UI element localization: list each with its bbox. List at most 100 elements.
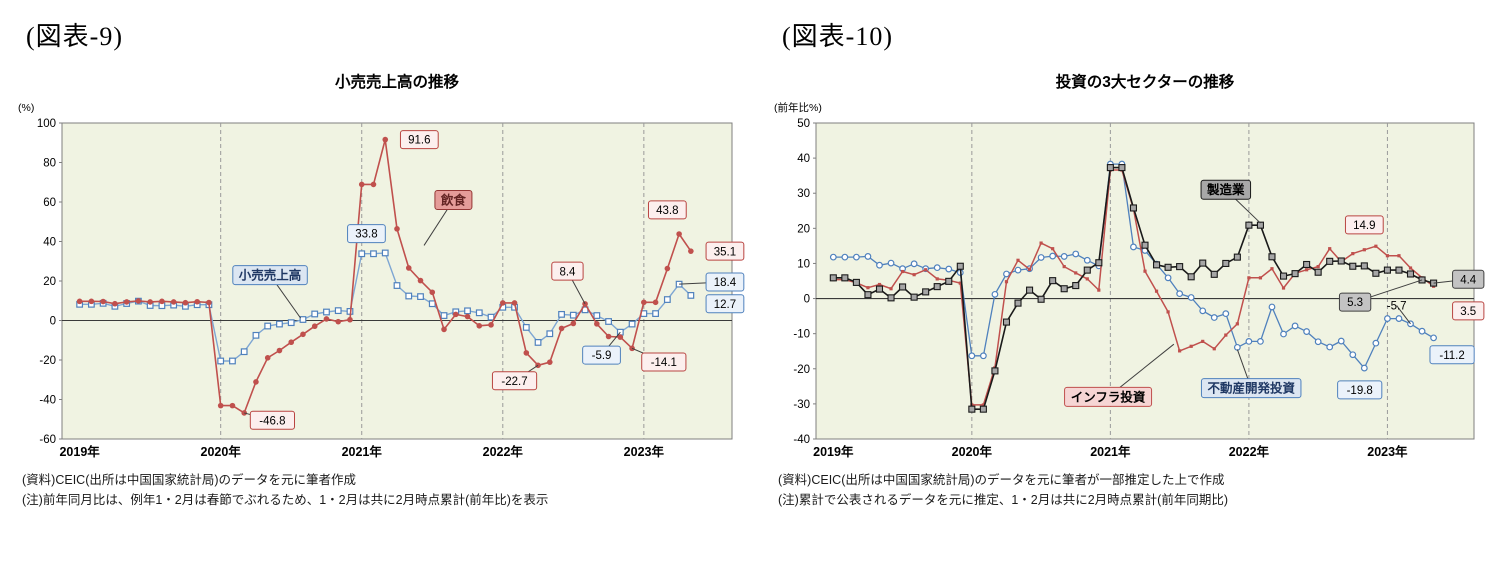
y-tick-label: 40 [797, 153, 810, 165]
figure-9-panel: (図表-9) 100 80 60 40 20 0 -20 -40 -60 2019年 2020年 20… [14, 4, 762, 509]
series-catering [76, 136, 694, 416]
annotation-text: インフラ投資 [1071, 389, 1146, 404]
annotation-box [434, 190, 473, 211]
x-tick-label: 2022年 [1229, 444, 1270, 459]
annotation-box [1452, 301, 1485, 321]
annotation-text: 不動産開発投資 [1207, 381, 1295, 396]
annotation-infra-latest: 3.5 [1452, 301, 1485, 321]
annotation-text: 5.3 [1347, 297, 1363, 309]
y-tick-label: 0 [50, 316, 56, 328]
annotation-leader-line [1396, 305, 1411, 325]
annotation-text: -11.2 [1439, 350, 1464, 362]
x-tick-label: 2023年 [1367, 444, 1408, 459]
annotation-text: 18.4 [714, 277, 737, 289]
annotation-catering-2022-aug: 8.4 [551, 261, 586, 305]
annotation-text: -46.8 [259, 415, 285, 427]
annotation-text: 14.9 [1353, 220, 1375, 232]
annotation-catering-2023-apr: 43.8 [647, 200, 687, 220]
annotation-box [399, 130, 439, 150]
y-tick-label: -40 [39, 395, 56, 407]
figure-10-label: (図表-10) [782, 22, 893, 51]
annotation-text: 製造業 [1206, 182, 1245, 197]
annotation-text: 8.4 [559, 266, 576, 278]
y-tick-label: 50 [797, 118, 810, 130]
y-tick-label: -20 [793, 364, 810, 376]
annotation-catering-series-label: 飲食 [423, 190, 473, 246]
annotation-box [491, 371, 538, 391]
annotation-text: 43.8 [656, 205, 678, 217]
figure-9-source: (資料)CEIC(出所は中国国家統計局)のデータを元に筆者作成 [22, 473, 357, 487]
annotation-catering-latest: 35.1 [705, 241, 745, 261]
annotation-re-2022-nov: -19.8 [1337, 380, 1383, 400]
annotation-mfg-2023-apr: 5.3 [1338, 279, 1423, 312]
annotation-mfg-latest: 4.4 [1433, 269, 1485, 289]
figure-10-source: (資料)CEIC(出所は中国国家統計局)のデータを元に筆者が一部推定した上で作成 [778, 473, 1225, 487]
annotation-re-latest: -11.2 [1429, 345, 1475, 365]
y-tick-label: -40 [793, 434, 810, 446]
x-tick-label: 2020年 [952, 444, 993, 459]
annotation-text: 35.1 [714, 246, 736, 258]
y-tick-label: 30 [797, 188, 810, 200]
y-tick-label: 60 [43, 197, 56, 209]
x-tick-label: 2022年 [483, 444, 524, 459]
annotation-box [249, 410, 296, 430]
annotation-text: 3.5 [1460, 306, 1476, 318]
annotation-text: -5.9 [592, 350, 612, 362]
annotation-infrastructure-series-label: インフラ投資 [1064, 343, 1175, 407]
y-tick-label: -60 [39, 434, 56, 446]
annotation-retail-series-label: 小売売上高 [232, 265, 308, 319]
annotation-catering-2022-low: -22.7 [491, 364, 539, 391]
annotation-box [1338, 292, 1372, 312]
annotation-text: -19.8 [1347, 385, 1373, 397]
annotation-box [705, 294, 745, 314]
y-axis-unit-label: (%) [18, 102, 34, 114]
annotation-catering-2022-dec: -14.1 [631, 347, 687, 372]
figure-10-panel: (図表-10) 50 40 30 20 10 0 -10 -20 -30 -40 2019年 2020… [770, 4, 1496, 509]
annotation-text: 33.8 [355, 229, 377, 241]
figure-9-label: (図表-9) [26, 22, 123, 51]
annotation-retail-peak: 33.8 [347, 224, 386, 244]
annotation-box [1452, 269, 1485, 289]
y-tick-label: 100 [37, 118, 56, 130]
y-tick-label: -30 [793, 399, 810, 411]
y-tick-label: 10 [797, 258, 810, 270]
annotation-box [705, 272, 745, 292]
figure-9-note: (注)前年同月比は、例年1・2月は春節でぶれるため、1・2月は共に2月時点累計(… [22, 493, 549, 508]
annotation-retail-2022-nov: -5.9 [582, 331, 621, 365]
annotation-box [1200, 378, 1302, 399]
annotation-box [1064, 386, 1153, 407]
x-tick-label: 2019年 [813, 444, 854, 459]
annotation-re-2023-feb: -5.7 [1387, 301, 1411, 325]
annotation-box [1200, 179, 1252, 200]
annotation-box [1337, 380, 1383, 400]
y-tick-label: 0 [804, 294, 810, 306]
y-tick-label: 20 [43, 276, 56, 288]
series-real-estate-investment [829, 160, 1437, 372]
annotation-real-estate-series-label: 不動産開発投資 [1200, 349, 1302, 399]
y-tick-label: -20 [39, 355, 56, 367]
annotation-infra-2022-dec: 14.9 [1344, 215, 1384, 235]
annotation-box [705, 241, 745, 261]
annotation-box [641, 352, 687, 372]
annotation-text: 小売売上高 [238, 268, 302, 283]
annotation-text: -22.7 [501, 376, 527, 388]
y-tick-label: 80 [43, 158, 56, 170]
annotation-text: 91.6 [408, 135, 430, 147]
annotation-retail-2023-apr: 18.4 [679, 272, 745, 292]
y-axis-unit-label: (前年比%) [774, 101, 822, 114]
y-tick-label: -10 [793, 329, 810, 341]
y-tick-label: 20 [797, 223, 810, 235]
annotation-retail-latest: 12.7 [705, 294, 745, 314]
annotation-box [647, 200, 687, 220]
annotation-box [582, 345, 621, 365]
x-tick-label: 2021年 [1090, 444, 1131, 459]
annotation-text: 12.7 [714, 299, 736, 311]
figure-10-note: (注)累計で公表されるデータを元に推定、1・2月は共に2月時点累計(前年同期比) [778, 493, 1229, 508]
x-tick-label: 2020年 [201, 444, 242, 459]
series-manufacturing-investment [829, 164, 1438, 413]
annotation-text: -14.1 [651, 357, 677, 369]
plot-area [61, 122, 733, 440]
annotation-text: 飲食 [440, 193, 467, 208]
